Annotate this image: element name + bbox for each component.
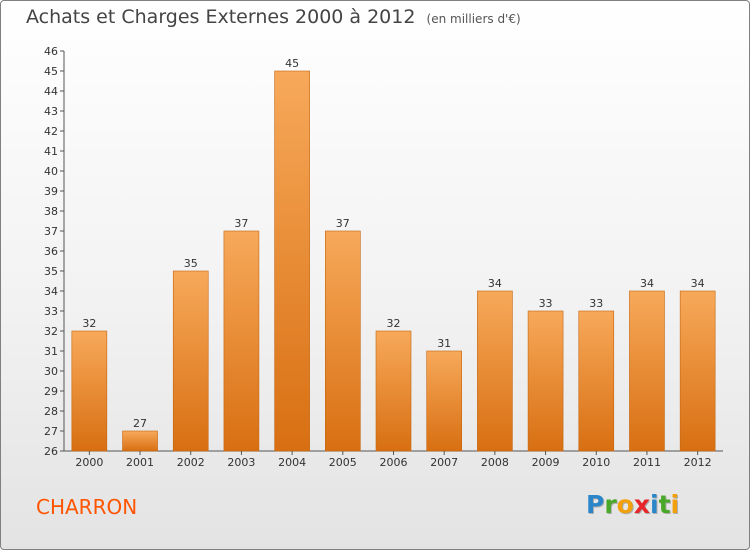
bar-2001 <box>122 430 158 452</box>
logo-letter: P <box>586 490 605 519</box>
y-tick-label: 27 <box>44 425 58 438</box>
x-tick-label: 2007 <box>430 456 458 469</box>
x-tick-label: 2009 <box>532 456 560 469</box>
proxiti-logo: Proxiti <box>586 490 679 519</box>
bar-2012 <box>679 290 716 452</box>
bar-2005 <box>325 230 361 452</box>
bar-2000 <box>71 330 108 452</box>
x-tick-label: 2003 <box>227 456 255 469</box>
y-tick-label: 40 <box>44 165 58 178</box>
y-tick-label: 32 <box>44 325 58 338</box>
bar-value-label: 34 <box>691 277 705 290</box>
bar-2007 <box>426 350 462 452</box>
logo-letter: t <box>658 490 671 519</box>
chart-subtitle: (en milliers d'€) <box>426 12 521 26</box>
y-tick-label: 45 <box>44 65 58 78</box>
logo-letter: o <box>616 490 634 519</box>
bar-value-label: 32 <box>387 317 401 330</box>
x-tick-label: 2002 <box>177 456 205 469</box>
y-tick-label: 31 <box>44 345 58 358</box>
bar-2004 <box>274 70 310 452</box>
chart-title: Achats et Charges Externes 2000 à 2012 <box>26 6 416 28</box>
y-tick-label: 33 <box>44 305 58 318</box>
y-tick-label: 26 <box>44 445 58 458</box>
x-tick-label: 2012 <box>684 456 712 469</box>
town-name: CHARRON <box>36 495 138 519</box>
bar-value-label: 33 <box>589 297 603 310</box>
y-tick-label: 42 <box>44 125 58 138</box>
bar-2009 <box>527 310 564 452</box>
logo-letter: i <box>670 490 680 519</box>
bar-2010 <box>578 310 615 452</box>
y-tick-label: 39 <box>44 185 58 198</box>
x-tick-label: 2001 <box>126 456 154 469</box>
logo-letter: i <box>650 490 659 519</box>
x-tick-label: 2010 <box>582 456 610 469</box>
y-tick-label: 30 <box>44 365 58 378</box>
y-tick-label: 29 <box>44 385 58 398</box>
bar-value-label: 37 <box>234 217 248 230</box>
bar-value-label: 34 <box>488 277 502 290</box>
bar-value-label: 34 <box>640 277 654 290</box>
bar-value-label: 27 <box>133 417 147 430</box>
logo-letter: r <box>604 490 617 519</box>
y-tick-label: 44 <box>44 85 58 98</box>
bar-value-label: 32 <box>82 317 96 330</box>
logo-letter: x <box>633 490 650 519</box>
y-tick-label: 28 <box>44 405 58 418</box>
y-tick-label: 41 <box>44 145 58 158</box>
bar-2002 <box>172 270 209 452</box>
y-tick-label: 37 <box>44 225 58 238</box>
x-tick-label: 2004 <box>278 456 306 469</box>
y-tick-label: 36 <box>44 245 58 258</box>
y-tick-label: 35 <box>44 265 58 278</box>
bar-value-label: 33 <box>539 297 553 310</box>
chart-header: Achats et Charges Externes 2000 à 2012 (… <box>26 6 521 28</box>
y-tick-label: 46 <box>44 45 58 58</box>
y-tick-label: 38 <box>44 205 58 218</box>
bar-value-label: 37 <box>336 217 350 230</box>
y-tick-label: 43 <box>44 105 58 118</box>
bar-2008 <box>477 290 513 452</box>
x-tick-label: 2008 <box>481 456 509 469</box>
x-tick-label: 2005 <box>329 456 357 469</box>
bar-2003 <box>223 230 260 452</box>
bar-value-label: 31 <box>437 337 451 350</box>
bar-value-label: 45 <box>285 57 299 70</box>
y-tick-label: 34 <box>44 285 58 298</box>
bar-2011 <box>629 290 665 452</box>
x-tick-label: 2011 <box>633 456 661 469</box>
x-tick-label: 2000 <box>75 456 103 469</box>
bar-2006 <box>375 330 412 452</box>
x-tick-label: 2006 <box>380 456 408 469</box>
bar-value-label: 35 <box>184 257 198 270</box>
